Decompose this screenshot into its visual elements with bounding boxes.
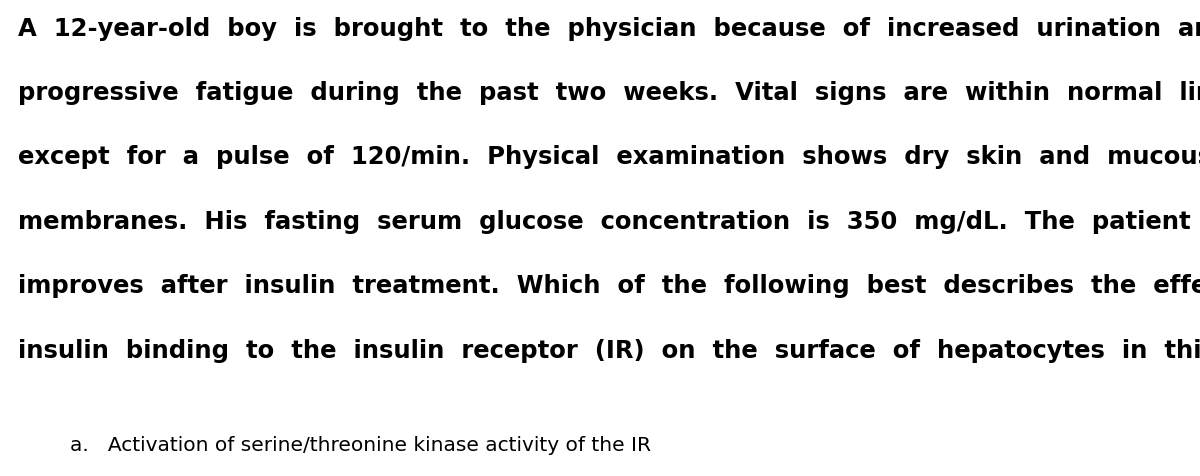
Text: except  for  a  pulse  of  120/min.  Physical  examination  shows  dry  skin  an: except for a pulse of 120/min. Physical … [18,145,1200,169]
Text: improves  after  insulin  treatment.  Which  of  the  following  best  describes: improves after insulin treatment. Which … [18,274,1200,298]
Text: a.   Activation of serine/threonine kinase activity of the IR: a. Activation of serine/threonine kinase… [70,436,650,455]
Text: membranes.  His  fasting  serum  glucose  concentration  is  350  mg/dL.  The  p: membranes. His fasting serum glucose con… [18,209,1190,233]
Text: insulin  binding  to  the  insulin  receptor  (IR)  on  the  surface  of  hepato: insulin binding to the insulin receptor … [18,338,1200,362]
Text: A  12-year-old  boy  is  brought  to  the  physician  because  of  increased  ur: A 12-year-old boy is brought to the phys… [18,17,1200,40]
Text: progressive  fatigue  during  the  past  two  weeks.  Vital  signs  are  within : progressive fatigue during the past two … [18,81,1200,105]
